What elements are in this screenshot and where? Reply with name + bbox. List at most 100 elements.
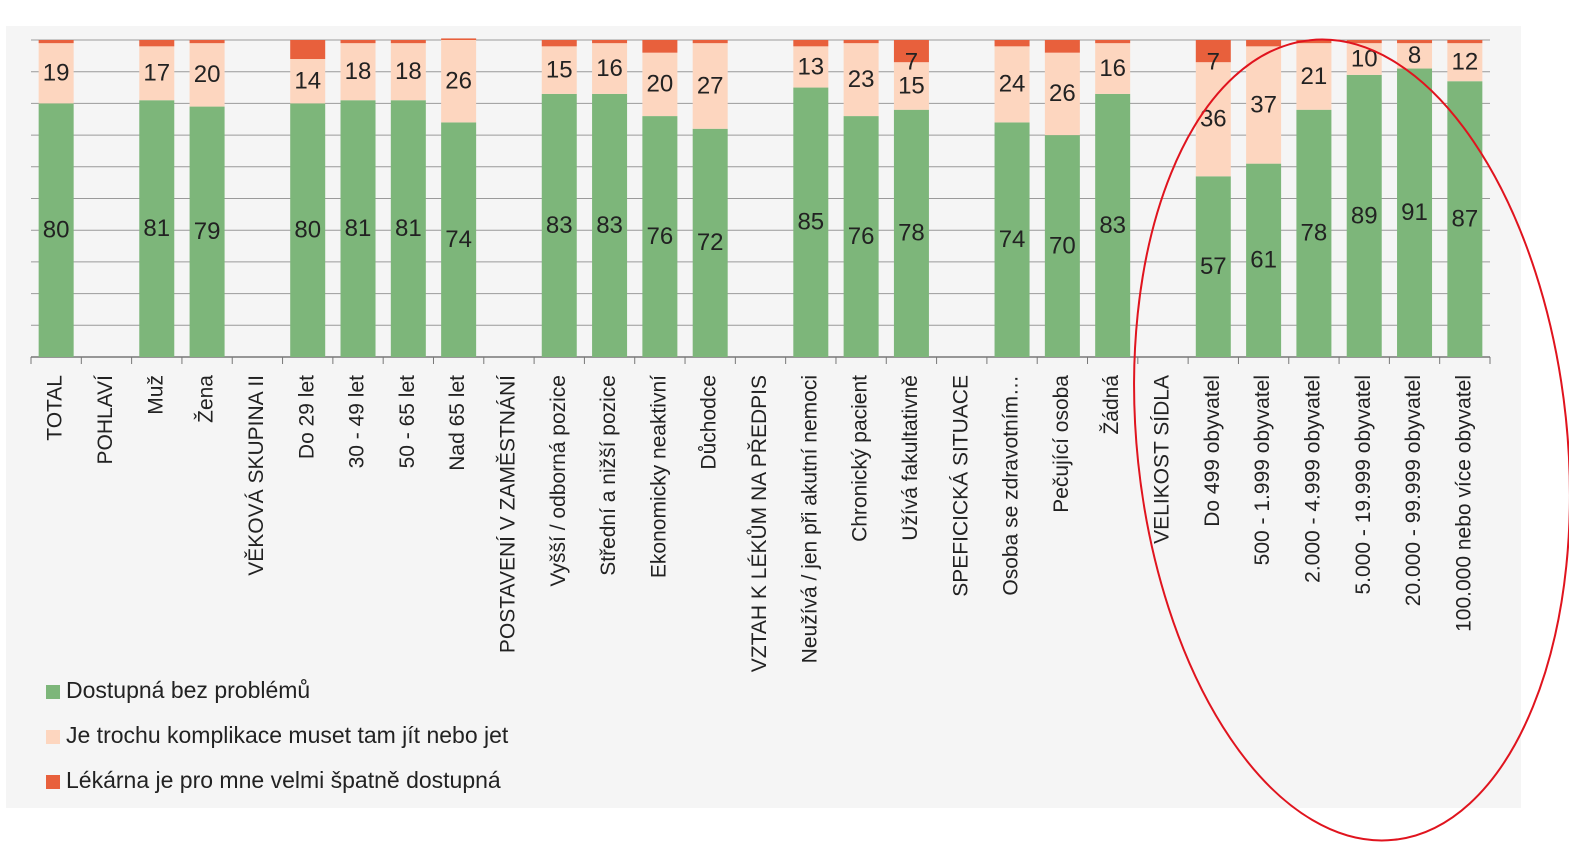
x-tick-label: 500 - 1.999 obyvatel [1251, 375, 1274, 565]
x-tick-label: Osoba se zdravotním… [1000, 375, 1023, 596]
bar-segment [340, 40, 376, 44]
x-tick-label: Střední a nižší pozice [597, 375, 620, 576]
bar-segment [843, 43, 879, 117]
bar-segment [1246, 40, 1282, 47]
data-label: 36 [1200, 106, 1227, 133]
bar-segment [994, 40, 1030, 47]
x-tick-label: VZTAH K LÉKŮM NA PŘEDPIS [747, 375, 771, 672]
data-label: 81 [143, 215, 170, 242]
x-tick-label: VELIKOST SÍDLA [1151, 375, 1174, 544]
data-label: 10 [1351, 45, 1378, 72]
bar-segment [189, 43, 225, 107]
bar-segment [290, 59, 326, 104]
bar-segment [1346, 43, 1382, 75]
data-label: 26 [445, 68, 472, 95]
data-label: 18 [395, 58, 422, 85]
bar-segment [189, 106, 225, 357]
data-label: 76 [647, 223, 674, 250]
data-label: 23 [848, 66, 875, 93]
legend-swatch [46, 730, 60, 744]
data-label: 74 [445, 226, 472, 253]
data-label: 14 [294, 68, 321, 95]
data-label: 20 [647, 71, 674, 98]
bar-segment [994, 122, 1030, 357]
bar-segment [541, 40, 577, 47]
x-tick-label: Vyšší / odborná pozice [547, 375, 570, 587]
bar-segment [541, 93, 577, 357]
data-label: 76 [848, 223, 875, 250]
x-tick-label: Užívá fakultativně [899, 375, 922, 541]
bar-segment [1044, 52, 1080, 136]
data-label: 26 [1049, 80, 1076, 107]
x-tick-label: Chronický pacient [849, 375, 872, 542]
x-tick-label: Žena [195, 375, 218, 423]
bar-segment [692, 128, 728, 357]
bar-segment [390, 100, 426, 357]
bar-segment [893, 62, 929, 110]
data-label: 19 [43, 60, 70, 87]
highlight-ellipse [1133, 38, 1569, 842]
bar-segment [893, 109, 929, 358]
bar-segment [390, 40, 426, 44]
bar-segment [340, 43, 376, 101]
bar-segment [541, 46, 577, 94]
bar-segment [1044, 135, 1080, 357]
bar-segment [1397, 43, 1433, 69]
legend-label: Dostupná bez problémů [66, 677, 310, 703]
data-label: 72 [697, 229, 724, 256]
bar-segment [1397, 68, 1433, 357]
x-tick-label: POHLAVÍ [94, 375, 117, 465]
legend-swatch [46, 775, 60, 789]
bar-segment [793, 40, 829, 47]
bar-segment [592, 40, 628, 44]
bar-segment [793, 87, 829, 358]
x-tick-label: 100.000 nebo více obyvatel [1452, 375, 1475, 632]
data-label: 78 [1301, 220, 1328, 247]
bar-segment [1296, 43, 1332, 110]
bar-segment [390, 43, 426, 101]
bar-segment [642, 116, 678, 357]
data-label: 81 [345, 215, 372, 242]
x-tick-label: Do 499 obyvatel [1201, 375, 1224, 527]
x-tick-label: Důchodce [698, 375, 721, 470]
data-label: 27 [697, 72, 724, 99]
bar-segment [441, 38, 477, 40]
bar-segment [38, 40, 74, 44]
bar-segment [1246, 46, 1282, 164]
data-label: 15 [546, 56, 573, 83]
bar-segment [1447, 81, 1483, 358]
x-tick-label: 50 - 65 let [396, 375, 419, 469]
x-tick-label: Neužívá / jen při akutní nemoci [798, 375, 821, 663]
data-label: 16 [596, 55, 623, 82]
bar-segment [1095, 93, 1131, 357]
x-tick-label: Do 29 let [295, 375, 318, 459]
x-tick-label: Žádná [1100, 375, 1123, 435]
data-label: 15 [898, 72, 925, 99]
bar-segment [1195, 62, 1231, 177]
bar-segment [692, 43, 728, 129]
x-tick-label: 5.000 - 19.999 obyvatel [1352, 375, 1375, 595]
bar-segment [1195, 40, 1231, 63]
bar-segment [139, 40, 175, 47]
bar-segment [340, 100, 376, 357]
bar-segment [290, 40, 326, 60]
data-label: 8 [1408, 42, 1421, 69]
bar-segment [642, 52, 678, 117]
x-tick-label: 2.000 - 4.999 obyvatel [1301, 375, 1324, 583]
bar-segment [1346, 74, 1382, 358]
bar-segment [1195, 176, 1231, 357]
data-label: 21 [1301, 63, 1328, 90]
bar-segment [843, 116, 879, 357]
data-label: 87 [1451, 205, 1478, 232]
x-tick-label: 30 - 49 let [346, 375, 369, 469]
data-label: 85 [797, 209, 824, 236]
bar-segment [441, 40, 477, 123]
bar-segment [139, 46, 175, 101]
data-label: 83 [1099, 212, 1126, 239]
data-label: 78 [898, 220, 925, 247]
data-label: 17 [143, 60, 170, 87]
bar-segment [38, 103, 74, 358]
data-label: 24 [999, 71, 1026, 98]
bar-segment [893, 40, 929, 63]
data-label: 83 [546, 212, 573, 239]
